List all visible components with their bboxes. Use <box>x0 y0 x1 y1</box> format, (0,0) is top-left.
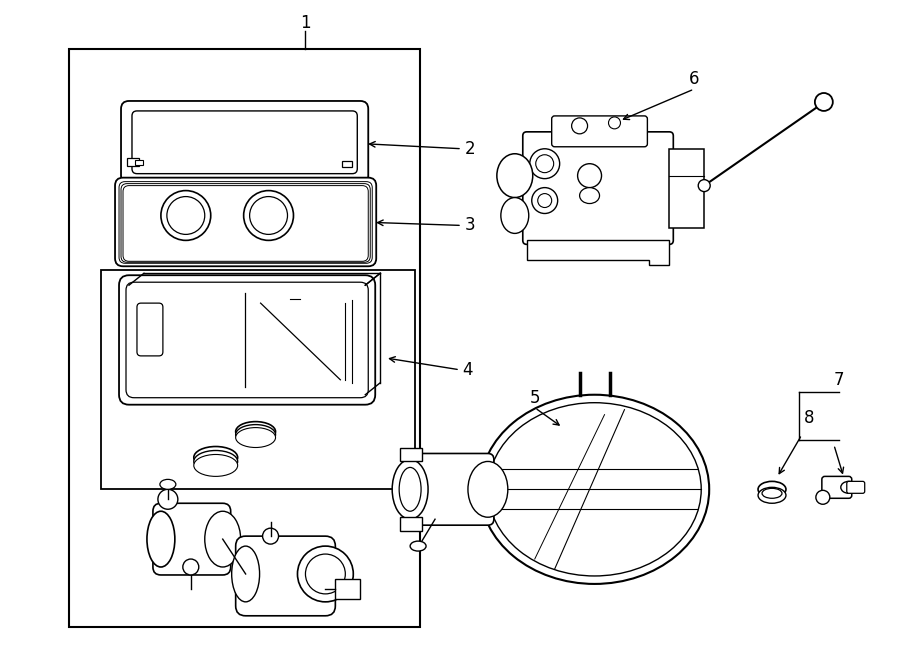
Bar <box>670 149 704 229</box>
Text: 8: 8 <box>804 408 814 426</box>
Ellipse shape <box>298 546 354 602</box>
FancyBboxPatch shape <box>153 503 230 575</box>
Polygon shape <box>526 241 670 265</box>
Ellipse shape <box>572 118 588 134</box>
FancyBboxPatch shape <box>121 101 368 184</box>
Ellipse shape <box>231 546 259 602</box>
Ellipse shape <box>263 528 278 544</box>
Bar <box>342 161 352 167</box>
Ellipse shape <box>183 559 199 575</box>
Ellipse shape <box>236 428 275 447</box>
Text: 3: 3 <box>464 216 475 235</box>
Ellipse shape <box>161 190 211 241</box>
Ellipse shape <box>249 196 287 235</box>
FancyBboxPatch shape <box>847 481 865 493</box>
Ellipse shape <box>532 188 558 214</box>
Ellipse shape <box>536 155 554 173</box>
Ellipse shape <box>236 424 275 444</box>
Bar <box>400 517 422 531</box>
Ellipse shape <box>244 190 293 241</box>
FancyBboxPatch shape <box>822 477 851 498</box>
Ellipse shape <box>814 93 832 111</box>
Ellipse shape <box>194 455 238 477</box>
Ellipse shape <box>205 511 240 567</box>
Bar <box>101 270 415 489</box>
Ellipse shape <box>236 422 275 442</box>
FancyBboxPatch shape <box>552 116 647 147</box>
Text: 1: 1 <box>300 15 310 32</box>
Ellipse shape <box>500 198 529 233</box>
Ellipse shape <box>497 154 533 198</box>
FancyBboxPatch shape <box>126 282 368 398</box>
Ellipse shape <box>410 541 426 551</box>
Ellipse shape <box>758 481 786 497</box>
Ellipse shape <box>698 180 710 192</box>
Ellipse shape <box>480 395 709 584</box>
Ellipse shape <box>608 117 620 129</box>
Bar <box>400 447 422 461</box>
Bar <box>127 158 139 166</box>
Ellipse shape <box>580 188 599 204</box>
FancyBboxPatch shape <box>236 536 336 616</box>
Ellipse shape <box>537 194 552 208</box>
Ellipse shape <box>194 447 238 469</box>
Text: 7: 7 <box>833 371 844 389</box>
FancyBboxPatch shape <box>119 275 375 405</box>
Ellipse shape <box>468 461 508 517</box>
Ellipse shape <box>400 467 421 511</box>
Ellipse shape <box>816 490 830 504</box>
Ellipse shape <box>392 459 428 519</box>
Ellipse shape <box>305 554 346 594</box>
FancyBboxPatch shape <box>115 178 376 266</box>
Ellipse shape <box>841 481 857 493</box>
Text: 5: 5 <box>529 389 540 407</box>
FancyBboxPatch shape <box>523 132 673 245</box>
Text: 4: 4 <box>463 361 473 379</box>
Ellipse shape <box>578 164 601 188</box>
FancyBboxPatch shape <box>404 453 494 525</box>
Ellipse shape <box>194 451 238 473</box>
Ellipse shape <box>147 511 175 567</box>
Bar <box>135 160 143 165</box>
Text: 6: 6 <box>689 70 699 88</box>
Bar <box>336 579 360 599</box>
Ellipse shape <box>166 196 205 235</box>
Ellipse shape <box>530 149 560 178</box>
Ellipse shape <box>160 479 176 489</box>
Ellipse shape <box>762 488 782 498</box>
Ellipse shape <box>488 403 701 576</box>
Ellipse shape <box>158 489 178 509</box>
Text: 2: 2 <box>464 139 475 158</box>
FancyBboxPatch shape <box>132 111 357 174</box>
Ellipse shape <box>758 487 786 503</box>
Bar <box>69 49 420 627</box>
